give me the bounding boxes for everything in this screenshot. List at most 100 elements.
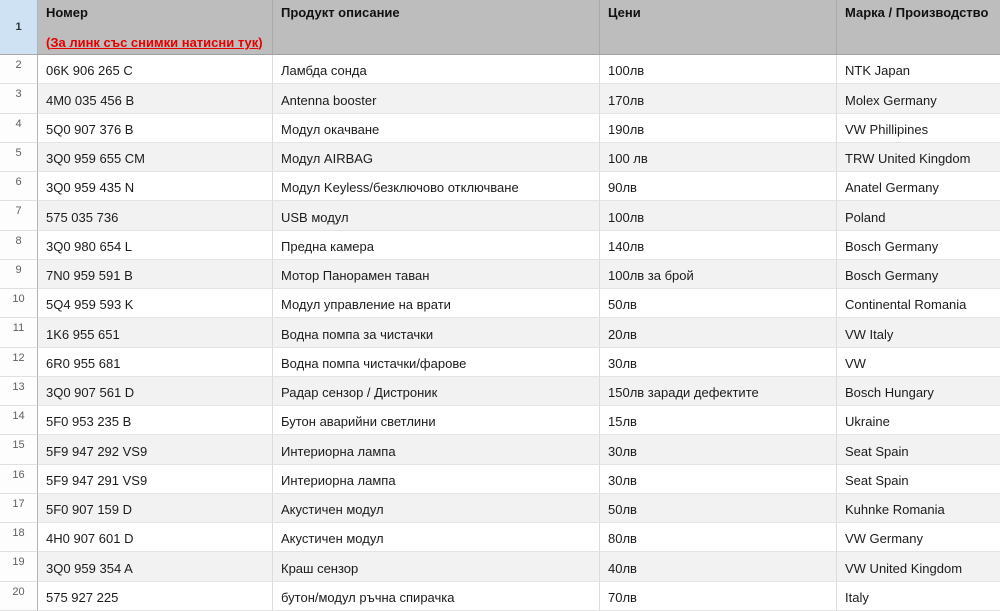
row-number[interactable]: 9 xyxy=(0,259,38,289)
cell-brand[interactable]: Bosch Germany xyxy=(837,230,1000,260)
cell-brand[interactable]: Continental Romania xyxy=(837,289,1000,319)
cell-brand[interactable]: VW Italy xyxy=(837,318,1000,348)
row-number[interactable]: 3 xyxy=(0,84,38,114)
cell-price[interactable]: 70лв xyxy=(600,581,837,611)
cell-code[interactable]: 3Q0 959 354 A xyxy=(38,552,273,582)
row-number[interactable]: 12 xyxy=(0,347,38,377)
cell-product[interactable]: Предна камера xyxy=(273,230,600,260)
row-number[interactable]: 14 xyxy=(0,406,38,436)
row-number[interactable]: 11 xyxy=(0,318,38,348)
cell-price[interactable]: 170лв xyxy=(600,84,837,114)
cell-product[interactable]: Водна помпа чистачки/фарове xyxy=(273,347,600,377)
cell-code[interactable]: 7N0 959 591 B xyxy=(38,259,273,289)
cell-brand[interactable]: Bosch Hungary xyxy=(837,376,1000,406)
header-cell-nomer[interactable]: Номер (За линк със снимки натисни тук) xyxy=(38,0,273,55)
cell-product[interactable]: Модул Keyless/безключово отключване xyxy=(273,172,600,202)
row-number[interactable]: 4 xyxy=(0,113,38,143)
row-number[interactable]: 7 xyxy=(0,201,38,231)
cell-price[interactable]: 40лв xyxy=(600,552,837,582)
cell-product[interactable]: бутон/модул ръчна спирачка xyxy=(273,581,600,611)
cell-product[interactable]: Интериорна лампа xyxy=(273,435,600,465)
cell-brand[interactable]: VW United Kingdom xyxy=(837,552,1000,582)
cell-brand[interactable]: NTK Japan xyxy=(837,55,1000,85)
row-number[interactable]: 16 xyxy=(0,464,38,494)
cell-product[interactable]: Модул AIRBAG xyxy=(273,142,600,172)
cell-code[interactable]: 575 927 225 xyxy=(38,581,273,611)
cell-brand[interactable]: Seat Spain xyxy=(837,435,1000,465)
cell-price[interactable]: 100лв xyxy=(600,55,837,85)
cell-code[interactable]: 3Q0 980 654 L xyxy=(38,230,273,260)
row-number[interactable]: 6 xyxy=(0,172,38,202)
cell-product[interactable]: Водна помпа за чистачки xyxy=(273,318,600,348)
header-cell-brand[interactable]: Марка / Производство xyxy=(837,0,1000,55)
cell-code[interactable]: 3Q0 959 655 CM xyxy=(38,142,273,172)
cell-code[interactable]: 5F9 947 292 VS9 xyxy=(38,435,273,465)
cell-price[interactable]: 30лв xyxy=(600,347,837,377)
cell-price[interactable]: 15лв xyxy=(600,406,837,436)
cell-price[interactable]: 100лв за брой xyxy=(600,259,837,289)
header-cell-product[interactable]: Продукт описание xyxy=(273,0,600,55)
cell-price[interactable]: 30лв xyxy=(600,435,837,465)
cell-code[interactable]: 1K6 955 651 xyxy=(38,318,273,348)
cell-brand[interactable]: Italy xyxy=(837,581,1000,611)
cell-price[interactable]: 30лв xyxy=(600,464,837,494)
cell-code[interactable]: 5Q0 907 376 B xyxy=(38,113,273,143)
row-number[interactable]: 8 xyxy=(0,230,38,260)
cell-product[interactable]: Радар сензор / Дистроник xyxy=(273,376,600,406)
cell-product[interactable]: Модул окачване xyxy=(273,113,600,143)
row-number[interactable]: 13 xyxy=(0,376,38,406)
cell-brand[interactable]: Seat Spain xyxy=(837,464,1000,494)
cell-price[interactable]: 50лв xyxy=(600,493,837,523)
cell-code[interactable]: 5Q4 959 593 K xyxy=(38,289,273,319)
row-number[interactable]: 5 xyxy=(0,142,38,172)
cell-brand[interactable]: Poland xyxy=(837,201,1000,231)
cell-brand[interactable]: Ukraine xyxy=(837,406,1000,436)
cell-brand[interactable]: VW Phillipines xyxy=(837,113,1000,143)
cell-code[interactable]: 3Q0 907 561 D xyxy=(38,376,273,406)
cell-price[interactable]: 140лв xyxy=(600,230,837,260)
cell-brand[interactable]: VW Germany xyxy=(837,523,1000,553)
cell-code[interactable]: 5F0 953 235 B xyxy=(38,406,273,436)
cell-code[interactable]: 3Q0 959 435 N xyxy=(38,172,273,202)
cell-brand[interactable]: Kuhnke Romania xyxy=(837,493,1000,523)
cell-price[interactable]: 90лв xyxy=(600,172,837,202)
row-number[interactable]: 18 xyxy=(0,523,38,553)
cell-code[interactable]: 575 035 736 xyxy=(38,201,273,231)
cell-product[interactable]: Бутон аварийни светлини xyxy=(273,406,600,436)
cell-price[interactable]: 20лв xyxy=(600,318,837,348)
cell-product[interactable]: USB модул xyxy=(273,201,600,231)
cell-code[interactable]: 4M0 035 456 B xyxy=(38,84,273,114)
cell-code[interactable]: 6R0 955 681 xyxy=(38,347,273,377)
row-header-1[interactable]: 1 xyxy=(0,0,38,55)
cell-brand[interactable]: Bosch Germany xyxy=(837,259,1000,289)
cell-product[interactable]: Antenna booster xyxy=(273,84,600,114)
cell-product[interactable]: Модул управление на врати xyxy=(273,289,600,319)
cell-code[interactable]: 5F9 947 291 VS9 xyxy=(38,464,273,494)
row-number[interactable]: 19 xyxy=(0,552,38,582)
cell-product[interactable]: Акустичен модул xyxy=(273,493,600,523)
row-number[interactable]: 17 xyxy=(0,493,38,523)
cell-brand[interactable]: Anatel Germany xyxy=(837,172,1000,202)
cell-product[interactable]: Акустичен модул xyxy=(273,523,600,553)
cell-price[interactable]: 190лв xyxy=(600,113,837,143)
row-number[interactable]: 2 xyxy=(0,55,38,85)
cell-price[interactable]: 100 лв xyxy=(600,142,837,172)
photos-link[interactable]: За линк със снимки натисни тук xyxy=(50,35,259,50)
cell-price[interactable]: 80лв xyxy=(600,523,837,553)
cell-product[interactable]: Краш сензор xyxy=(273,552,600,582)
cell-code[interactable]: 06K 906 265 C xyxy=(38,55,273,85)
cell-code[interactable]: 4H0 907 601 D xyxy=(38,523,273,553)
cell-product[interactable]: Ламбда сонда xyxy=(273,55,600,85)
cell-price[interactable]: 150лв заради дефектите xyxy=(600,376,837,406)
cell-brand[interactable]: VW xyxy=(837,347,1000,377)
cell-product[interactable]: Интериорна лампа xyxy=(273,464,600,494)
cell-product[interactable]: Мотор Панорамен таван xyxy=(273,259,600,289)
cell-brand[interactable]: TRW United Kingdom xyxy=(837,142,1000,172)
cell-code[interactable]: 5F0 907 159 D xyxy=(38,493,273,523)
header-cell-price[interactable]: Цени xyxy=(600,0,837,55)
row-number[interactable]: 20 xyxy=(0,581,38,611)
cell-price[interactable]: 50лв xyxy=(600,289,837,319)
cell-price[interactable]: 100лв xyxy=(600,201,837,231)
cell-brand[interactable]: Molex Germany xyxy=(837,84,1000,114)
row-number[interactable]: 15 xyxy=(0,435,38,465)
